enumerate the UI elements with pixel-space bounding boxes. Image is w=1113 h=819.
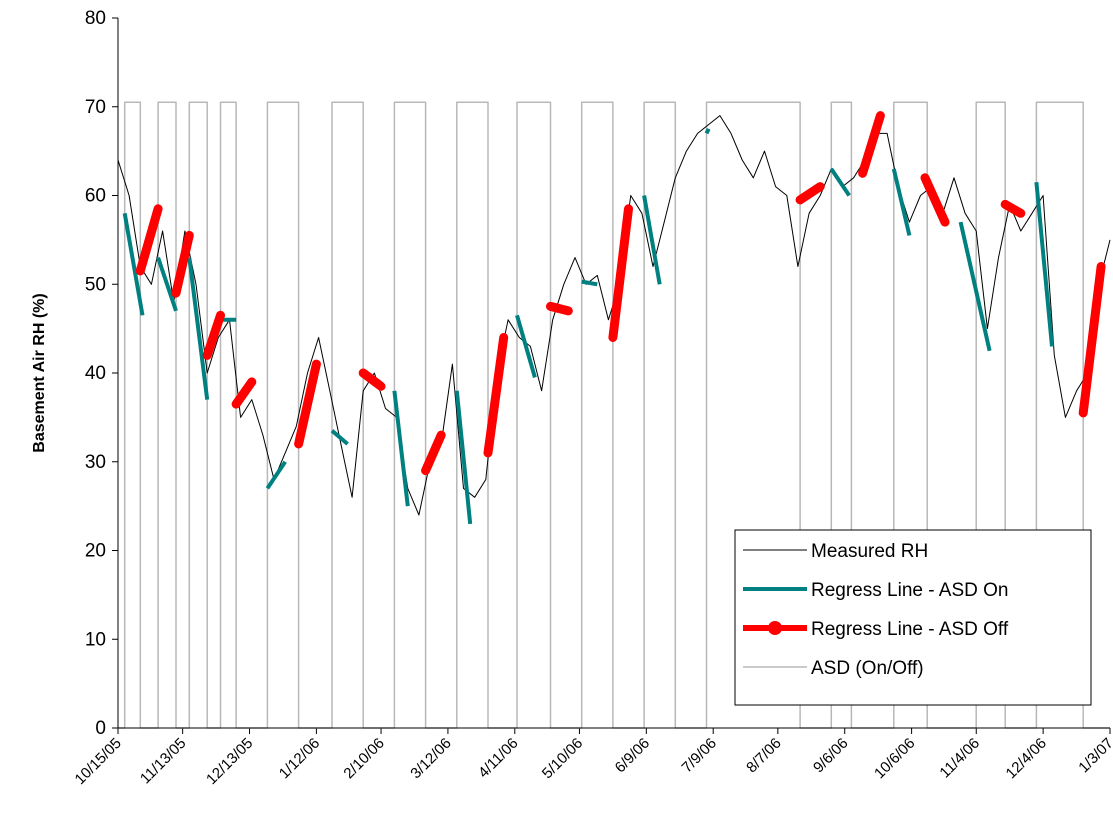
- legend-box: [734, 529, 1092, 706]
- y-tick-label: 60: [85, 186, 106, 207]
- legend-label: Regress Line - ASD On: [811, 580, 1008, 601]
- x-tick-label: 11/13/05: [137, 735, 190, 788]
- x-tick-label: 3/12/06: [407, 735, 454, 782]
- y-tick-label: 0: [95, 718, 106, 739]
- legend-label: Regress Line - ASD Off: [811, 619, 1009, 640]
- y-tick-label: 20: [85, 541, 106, 562]
- x-tick-label: 4/11/06: [475, 735, 522, 782]
- series-line: [122, 128, 1054, 525]
- y-tick-label: 70: [85, 97, 106, 118]
- legend-label: Measured RH: [811, 541, 928, 562]
- x-tick-label: 2/10/06: [340, 735, 387, 782]
- x-tick-label: 1/3/07: [1075, 735, 1113, 777]
- series-line: [135, 111, 1106, 476]
- y-tick-label: 30: [85, 452, 106, 473]
- y-tick-label: 10: [85, 629, 106, 650]
- x-tick-label: 7/9/06: [679, 735, 721, 777]
- x-tick-label: 8/7/06: [743, 735, 785, 777]
- x-tick-label: 1/12/06: [276, 735, 323, 782]
- x-tick-label: 10/6/06: [871, 735, 918, 782]
- y-tick-label: 80: [85, 8, 106, 29]
- x-tick-label: 10/15/05: [72, 735, 125, 788]
- x-tick-label: 6/9/06: [612, 735, 654, 777]
- legend-marker: [768, 621, 782, 635]
- y-tick-label: 40: [85, 363, 106, 384]
- x-tick-label: 9/6/06: [810, 735, 852, 777]
- x-tick-label: 5/10/06: [539, 735, 586, 782]
- x-tick-label: 12/4/06: [1003, 735, 1050, 782]
- legend-label: ASD (On/Off): [811, 658, 924, 679]
- y-axis-label: Basement Air RH (%): [31, 293, 48, 452]
- x-tick-label: 11/4/06: [936, 735, 983, 782]
- y-tick-label: 50: [85, 274, 106, 295]
- x-tick-label: 12/13/05: [203, 735, 256, 788]
